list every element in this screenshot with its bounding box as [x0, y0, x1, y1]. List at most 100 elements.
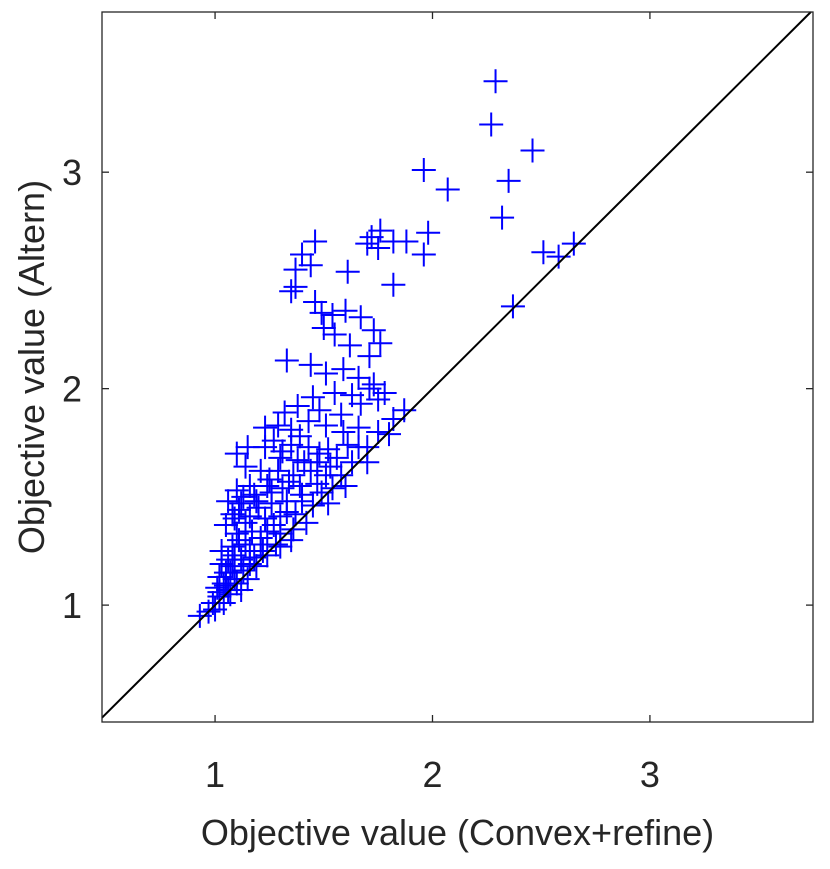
data-point: [270, 476, 295, 501]
data-point: [276, 469, 301, 494]
data-point: [233, 532, 258, 557]
data-point: [500, 294, 525, 319]
data-point: [281, 463, 306, 488]
data-point: [316, 491, 341, 516]
data-point: [255, 519, 280, 544]
data-point: [322, 322, 347, 347]
data-point: [366, 387, 391, 412]
data-point: [298, 352, 323, 377]
data-point: [296, 409, 321, 434]
y-tick-label: 3: [62, 152, 82, 193]
data-point: [224, 441, 249, 466]
data-point: [490, 205, 515, 230]
data-point: [416, 220, 441, 245]
data-point: [270, 439, 295, 464]
data-point: [307, 398, 332, 423]
data-point: [285, 448, 310, 473]
data-point: [298, 253, 323, 278]
data-point: [372, 380, 397, 405]
data-point: [381, 272, 406, 297]
x-tick-label: 3: [640, 754, 660, 795]
data-point: [283, 274, 308, 299]
data-point: [329, 402, 354, 427]
data-point: [235, 435, 260, 460]
identity-reference-line: [101, 11, 812, 719]
data-point: [366, 419, 391, 444]
data-point: [246, 495, 271, 520]
data-point: [242, 482, 267, 507]
data-point: [300, 385, 325, 410]
data-point: [411, 158, 436, 183]
data-points: [187, 69, 586, 628]
data-point: [244, 554, 269, 579]
data-point: [355, 231, 380, 256]
data-point: [311, 316, 336, 341]
data-point: [335, 432, 360, 457]
data-point: [259, 480, 284, 505]
data-point: [285, 393, 310, 418]
data-point: [281, 517, 306, 542]
data-point: [546, 244, 571, 269]
data-point: [361, 318, 386, 343]
y-axis-ticks: 1 2 3: [62, 152, 813, 626]
data-point: [348, 391, 373, 416]
data-point: [313, 413, 338, 438]
data-point: [303, 229, 328, 254]
data-point: [226, 528, 251, 553]
data-point: [318, 454, 343, 479]
data-point: [292, 450, 317, 475]
data-point: [348, 305, 373, 330]
data-point: [377, 422, 402, 447]
data-point: [346, 435, 371, 460]
data-point: [483, 69, 508, 94]
data-point: [359, 225, 384, 250]
x-tick-label: 2: [422, 754, 442, 795]
data-point: [233, 510, 258, 535]
data-point: [274, 348, 299, 373]
data-point: [337, 333, 362, 358]
data-point: [331, 357, 356, 382]
data-point: [300, 493, 325, 518]
data-point: [279, 279, 304, 304]
data-point: [268, 445, 293, 470]
data-point: [287, 424, 312, 449]
data-point: [303, 290, 328, 315]
data-point: [496, 168, 521, 193]
x-axis-ticks: 1 2 3: [205, 12, 660, 795]
data-point: [222, 543, 247, 568]
data-point: [257, 467, 282, 492]
data-point: [272, 400, 297, 425]
data-point: [205, 575, 230, 600]
data-point: [261, 513, 286, 538]
axes-box: [101, 11, 814, 723]
y-tick-label: 2: [62, 369, 82, 410]
data-point: [346, 365, 371, 390]
data-point: [187, 603, 212, 628]
data-point: [366, 235, 391, 260]
x-tick-label: 1: [205, 754, 225, 795]
data-point: [357, 344, 382, 369]
data-point: [411, 242, 436, 267]
data-point: [220, 554, 245, 579]
data-point: [274, 500, 299, 525]
data-point: [233, 454, 258, 479]
data-point: [203, 597, 228, 622]
data-point: [561, 231, 586, 256]
data-point: [244, 489, 269, 514]
data-point: [313, 361, 338, 386]
data-point: [250, 538, 275, 563]
data-point: [248, 526, 273, 551]
data-point: [290, 482, 315, 507]
data-point: [268, 534, 293, 559]
data-point: [279, 528, 304, 553]
data-point: [320, 303, 345, 328]
x-axis-label: Objective value (Convex+refine): [201, 812, 714, 853]
data-point: [255, 543, 280, 568]
y-axis-label: Objective value (Altern): [11, 180, 52, 554]
data-point: [213, 560, 238, 585]
data-point: [435, 177, 460, 202]
data-point: [237, 551, 262, 576]
data-point: [322, 380, 347, 405]
